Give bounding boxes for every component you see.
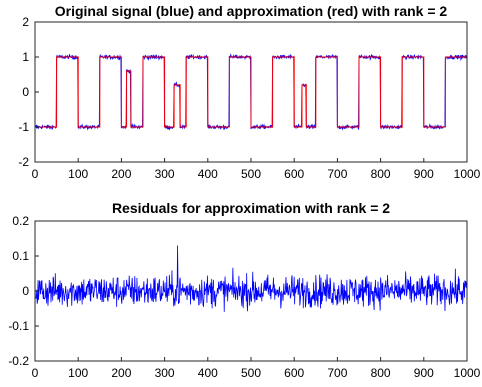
residuals-plot: Residuals for approximation with rank = … bbox=[8, 200, 480, 380]
x-tick-label: 0 bbox=[32, 366, 39, 380]
residuals-line bbox=[34, 245, 468, 312]
x-tick-label: 200 bbox=[111, 366, 131, 380]
y-tick-label: 0 bbox=[22, 284, 29, 298]
x-tick-label: 400 bbox=[198, 167, 218, 181]
signal-plot-title: Original signal (blue) and approximation… bbox=[55, 3, 448, 19]
signal-x-ticks: 0 100 200 300 400 500 600 700 800 900 1000 bbox=[32, 158, 481, 181]
x-tick-label: 400 bbox=[198, 366, 218, 380]
residuals-plot-title: Residuals for approximation with rank = … bbox=[112, 200, 390, 216]
signal-plot: Original signal (blue) and approximation… bbox=[18, 3, 480, 181]
y-tick-label: 0 bbox=[22, 85, 29, 99]
x-tick-label: 300 bbox=[155, 366, 175, 380]
x-tick-label: 500 bbox=[241, 167, 261, 181]
x-tick-label: 800 bbox=[371, 366, 391, 380]
residuals-x-ticks: 0 100 200 300 400 500 600 700 800 900 1000 bbox=[32, 357, 481, 380]
x-tick-label: 800 bbox=[371, 167, 391, 181]
x-tick-label: 100 bbox=[68, 366, 88, 380]
signal-y-ticks: -2 -1 0 1 2 bbox=[18, 15, 39, 169]
x-tick-label: 900 bbox=[414, 366, 434, 380]
y-tick-label: -0.2 bbox=[8, 354, 29, 368]
x-tick-label: 300 bbox=[155, 167, 175, 181]
x-tick-label: 1000 bbox=[454, 167, 481, 181]
y-tick-label: 1 bbox=[22, 50, 29, 64]
y-tick-label: -0.1 bbox=[8, 319, 29, 333]
x-tick-label: 900 bbox=[414, 167, 434, 181]
residuals-series-layer bbox=[34, 245, 468, 312]
x-tick-label: 0 bbox=[32, 167, 39, 181]
y-tick-label: 2 bbox=[22, 15, 29, 29]
y-tick-label: -1 bbox=[18, 120, 29, 134]
residuals-y-ticks: -0.2 -0.1 0 0.1 0.2 bbox=[8, 214, 39, 368]
x-tick-label: 500 bbox=[241, 366, 261, 380]
y-tick-label: -2 bbox=[18, 155, 29, 169]
signal-series-layer bbox=[34, 53, 468, 131]
x-tick-label: 600 bbox=[284, 167, 304, 181]
x-tick-label: 200 bbox=[111, 167, 131, 181]
x-tick-label: 1000 bbox=[454, 366, 481, 380]
x-tick-label: 100 bbox=[68, 167, 88, 181]
x-tick-label: 700 bbox=[327, 167, 347, 181]
y-tick-label: 0.1 bbox=[12, 249, 29, 263]
approximation-line bbox=[35, 56, 467, 128]
x-tick-label: 600 bbox=[284, 366, 304, 380]
x-tick-label: 700 bbox=[327, 366, 347, 380]
y-tick-label: 0.2 bbox=[12, 214, 29, 228]
